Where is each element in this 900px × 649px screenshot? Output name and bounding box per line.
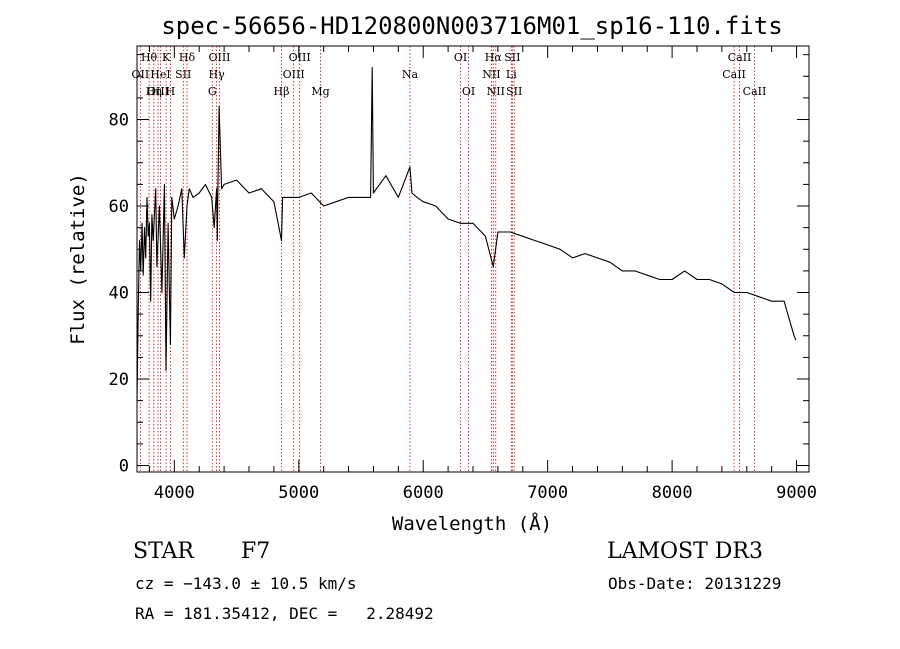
plot-frame: [136, 45, 810, 473]
spectrum-line: [136, 67, 797, 401]
line-marker-label: Hγ: [209, 68, 226, 81]
x-tick-label: 6000: [403, 483, 444, 503]
x-tick-label: 5000: [278, 483, 319, 503]
object-class: STAR: [133, 539, 194, 564]
line-marker-label: OI: [454, 51, 467, 64]
y-tick-label: 60: [109, 197, 129, 217]
line-marker-label: K: [162, 51, 171, 64]
x-tick-label: 7000: [527, 483, 568, 503]
line-marker-label: Hα: [485, 51, 503, 64]
line-marker-label: NII: [482, 68, 500, 81]
line-marker-label: OIII: [147, 85, 169, 98]
spectrum-chart: spec-56656-HD120800N003716M01_sp16-110.f…: [67, 12, 817, 535]
line-marker-label: Hδ: [179, 51, 196, 64]
y-tick-label: 40: [109, 284, 129, 304]
line-marker-label: H: [166, 85, 176, 98]
line-marker-label: SII: [175, 68, 191, 81]
observation-date: Obs-Date: 20131229: [608, 574, 782, 593]
coordinates: RA = 181.35412, DEC = 2.28492: [135, 604, 434, 623]
line-marker-label: OIII: [283, 68, 305, 81]
line-marker-label: OII: [132, 68, 150, 81]
line-marker-label: Mg: [311, 85, 329, 98]
x-axis: 4000 5000 6000 7000 8000 9000: [148, 46, 817, 503]
line-marker-label: Li: [506, 68, 517, 81]
line-marker-label: NII: [487, 85, 505, 98]
x-axis-label: Wavelength (Å): [392, 512, 552, 535]
line-marker-label: OIII: [289, 51, 311, 64]
line-marker-label: OIII: [208, 51, 230, 64]
emission-line-markers: [139, 46, 755, 472]
line-marker-label: Hβ: [274, 85, 290, 98]
line-marker-label: SII: [506, 85, 522, 98]
line-marker-label: CaII: [743, 85, 767, 98]
line-marker-label: HeI: [150, 68, 170, 81]
line-marker-label: CaII: [722, 68, 746, 81]
survey-name: LAMOST DR3: [607, 539, 763, 564]
line-marker-label: Hη: [146, 85, 162, 98]
line-marker-label: OI: [462, 85, 475, 98]
line-marker-label: CaII: [728, 51, 752, 64]
x-tick-label: 9000: [776, 483, 817, 503]
chart-title: spec-56656-HD120800N003716M01_sp16-110.f…: [161, 12, 782, 40]
y-axis: 0 20 40 60 80: [109, 54, 809, 477]
line-marker-label: SII: [504, 51, 520, 64]
y-tick-label: 0: [119, 457, 129, 477]
x-tick-label: 4000: [154, 483, 195, 503]
y-tick-label: 80: [109, 111, 129, 131]
line-marker-label: G: [208, 85, 217, 98]
y-axis-label: Flux (relative): [67, 173, 89, 345]
redshift-velocity: cz = −143.0 ± 10.5 km/s: [135, 574, 357, 593]
object-subclass: F7: [241, 539, 271, 564]
y-tick-label: 20: [109, 370, 129, 390]
line-marker-label: Hθ: [141, 51, 158, 64]
line-marker-label: Na: [402, 68, 419, 81]
x-tick-label: 8000: [652, 483, 693, 503]
